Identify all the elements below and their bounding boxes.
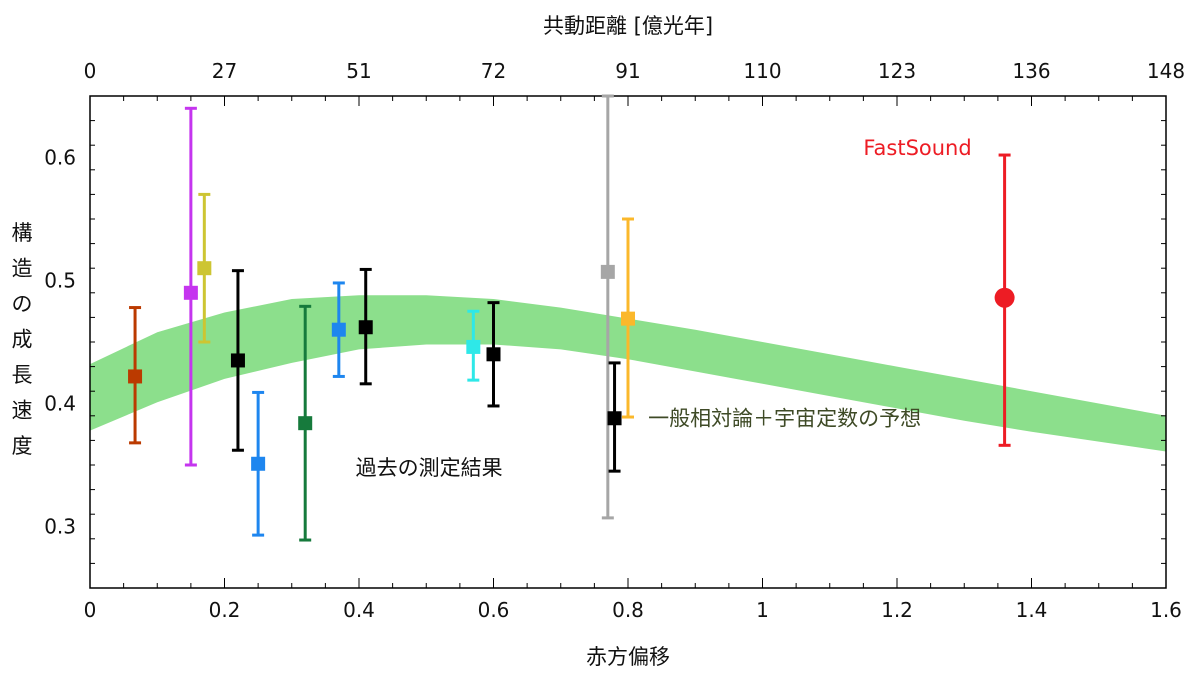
data-point	[994, 153, 1015, 447]
chart-annotation: FastSound	[863, 136, 971, 160]
x-tick-label: 1.4	[1016, 598, 1048, 622]
data-marker-square	[486, 347, 501, 362]
top-tick-label: 72	[481, 59, 506, 83]
data-point	[251, 390, 266, 537]
data-marker-circle	[994, 287, 1015, 308]
y-tick-label: 0.4	[44, 392, 76, 416]
y-tick-label: 0.6	[44, 146, 76, 170]
data-point	[298, 304, 313, 542]
data-point	[621, 217, 635, 419]
top-tick-label: 110	[743, 59, 781, 83]
y-axis-title-char: 構	[12, 221, 33, 245]
top-tick-label: 27	[212, 59, 237, 83]
y-axis-title-char: 度	[12, 434, 33, 458]
data-point	[331, 281, 346, 378]
gr-lambda-prediction-band	[90, 295, 1166, 452]
data-marker-square	[600, 264, 615, 279]
x-tick-label: 0.6	[478, 598, 510, 622]
top-tick-label: 123	[878, 59, 916, 83]
data-point	[197, 192, 212, 344]
data-marker-square	[358, 320, 373, 335]
tick-labels: 0 0.2 0.4 0.6 0.8 1 1.2 1.4 1.6 0 27 51 72 91 110 123 13…	[44, 59, 1185, 622]
y-axis-title-char: 成	[12, 328, 33, 352]
data-marker-square	[466, 339, 481, 354]
top-tick-label: 136	[1012, 59, 1050, 83]
prediction-band-area	[90, 295, 1166, 452]
x-tick-label: 0.2	[209, 598, 241, 622]
data-marker-square	[607, 411, 622, 426]
data-marker-square	[621, 311, 635, 326]
top-tick-label: 51	[346, 59, 371, 83]
chart-annotation: 一般相対論＋宇宙定数の予想	[648, 407, 921, 431]
chart-annotation: 過去の測定結果	[356, 456, 503, 480]
x-tick-label: 1	[756, 598, 769, 622]
top-tick-label: 148	[1147, 59, 1185, 83]
y-tick-label: 0.5	[44, 269, 76, 293]
x-tick-label: 1.6	[1150, 598, 1182, 622]
y-tick-label: 0.3	[44, 515, 76, 539]
data-marker-square	[230, 353, 245, 368]
data-marker-square	[197, 261, 212, 276]
data-marker-square	[298, 416, 313, 431]
x-tick-label: 0.4	[343, 598, 375, 622]
data-marker-square	[183, 285, 198, 300]
axis-ticks	[89, 95, 1167, 589]
x-tick-label: 0.8	[612, 598, 644, 622]
data-point	[230, 269, 245, 452]
data-point	[183, 106, 198, 467]
data-points	[128, 94, 1015, 542]
data-point	[486, 301, 501, 408]
y-axis-title-char: 長	[12, 363, 33, 387]
top-tick-label: 0	[84, 59, 97, 83]
y-axis-title-char: 速	[12, 399, 33, 423]
data-point	[128, 306, 143, 445]
top-tick-label: 91	[615, 59, 640, 83]
top-axis-title: 共動距離 [億光年]	[543, 14, 713, 38]
data-point	[607, 361, 622, 473]
y-axis-title-char: の	[12, 292, 33, 316]
data-point	[600, 94, 615, 520]
x-tick-label: 1.2	[881, 598, 913, 622]
data-marker-square	[331, 322, 346, 337]
data-point	[466, 309, 481, 382]
data-marker-square	[128, 369, 143, 384]
data-point	[358, 267, 373, 386]
x-tick-label: 0	[84, 598, 97, 622]
y-axis-title-char: 造	[12, 257, 33, 281]
x-axis-title: 赤方偏移	[586, 645, 670, 669]
data-marker-square	[251, 456, 266, 471]
